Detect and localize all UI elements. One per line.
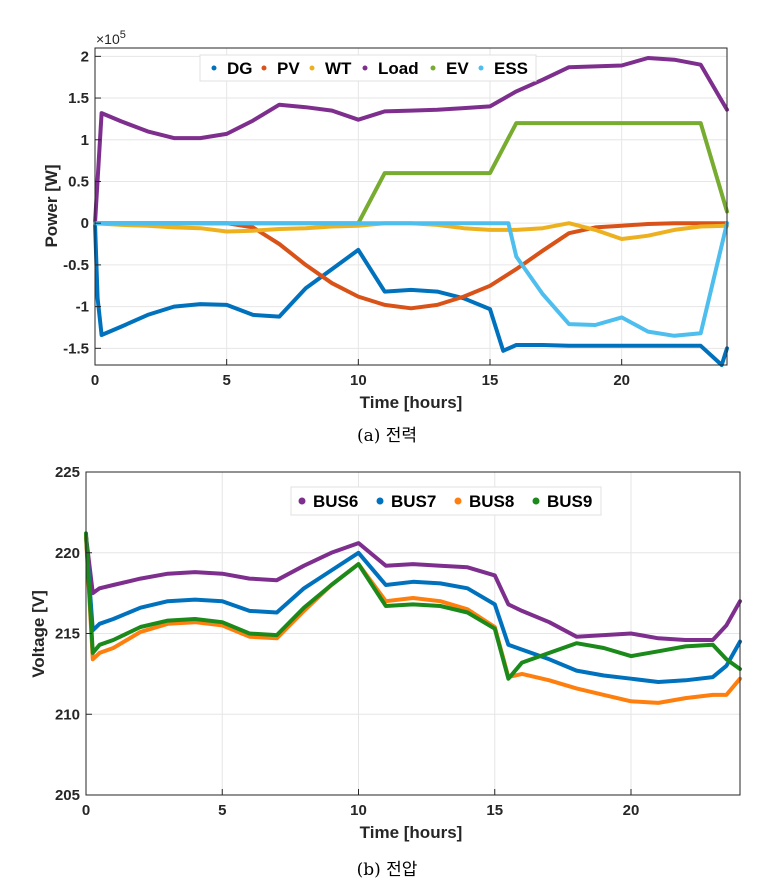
voltage-legend-marker-bus8: [454, 497, 462, 505]
power-series-dg: [93, 221, 729, 367]
power-legend-marker-load: [362, 65, 368, 71]
voltage-legend-label-bus7: BUS7: [391, 492, 436, 511]
power-y-tick-label-3: 0: [81, 215, 89, 232]
voltage-legend-box: [290, 486, 602, 516]
power-legend-marker-ess: [478, 65, 484, 71]
power-tick-labels: 0 5 10 15 20 -1.5 -1 -0.5 0 0.5 1 1.5 2: [63, 48, 630, 389]
voltage-series-bus9: [84, 531, 742, 681]
voltage-legend-marker-bus6: [298, 497, 306, 505]
power-chart: 0 5 10 15 20 -1.5 -1 -0.5 0 0.5 1 1.5 2 ×105 Time [h…: [42, 29, 729, 446]
power-x-tick-label-3: 15: [482, 372, 499, 389]
voltage-legend-marker-bus9: [532, 497, 540, 505]
power-legend-label-ev: EV: [446, 59, 469, 78]
power-legend: DG PV WT Load EV ESS: [199, 54, 537, 82]
voltage-chart: 0 5 10 15 20 205 210 215 220 225 Time [hours] Vol…: [29, 464, 742, 880]
voltage-x-tick-label-4: 20: [623, 802, 640, 819]
power-x-axis-label: Time [hours]: [360, 393, 463, 412]
power-series-pv: [93, 221, 729, 311]
power-plot-frame: [94, 47, 728, 366]
voltage-x-tick-label-2: 10: [350, 802, 367, 819]
voltage-y-tick-label-0: 205: [55, 787, 80, 804]
voltage-legend: BUS6 BUS7 BUS8 BUS9: [290, 486, 602, 516]
power-series-group: [93, 56, 729, 367]
voltage-y-tick-label-3: 220: [55, 545, 80, 562]
voltage-x-tick-label-3: 15: [486, 802, 503, 819]
voltage-tick-labels: 0 5 10 15 20 205 210 215 220 225: [55, 464, 639, 819]
power-y-tick-label-5: 1: [81, 132, 89, 149]
voltage-series-group: [84, 531, 742, 705]
power-y-tick-label-4: 0.5: [68, 173, 89, 190]
voltage-legend-label-bus6: BUS6: [313, 492, 358, 511]
power-legend-marker-dg: [211, 65, 217, 71]
power-exponent-label: ×105: [96, 29, 126, 47]
power-x-tick-label-0: 0: [91, 372, 99, 389]
voltage-x-tick-label-0: 0: [82, 802, 90, 819]
power-y-tick-label-7: 2: [81, 48, 89, 65]
power-y-tick-label-2: -0.5: [63, 257, 89, 274]
power-series-load: [93, 56, 729, 226]
power-y-axis-label: Power [W]: [42, 164, 61, 247]
power-y-tick-label-1: -1: [76, 299, 89, 316]
power-y-tick-label-0: -1.5: [63, 340, 89, 357]
voltage-series-bus8: [84, 534, 742, 705]
voltage-y-axis-label: Voltage [V]: [29, 590, 48, 678]
voltage-x-axis-label: Time [hours]: [360, 823, 463, 842]
voltage-x-tick-label-1: 5: [218, 802, 226, 819]
power-x-tick-label-4: 20: [613, 372, 630, 389]
power-legend-marker-pv: [261, 65, 267, 71]
power-x-tick-label-1: 5: [222, 372, 230, 389]
voltage-caption: (b) 전압: [357, 860, 418, 880]
power-legend-marker-wt: [309, 65, 315, 71]
voltage-legend-label-bus9: BUS9: [547, 492, 592, 511]
power-x-tick-label-2: 10: [350, 372, 367, 389]
power-plot-background: [95, 48, 727, 365]
voltage-series-bus6: [84, 534, 742, 642]
power-legend-label-ess: ESS: [494, 59, 528, 78]
power-series-ev: [93, 121, 729, 226]
power-series-ess: [93, 221, 729, 338]
voltage-y-tick-label-1: 210: [55, 706, 80, 723]
power-legend-label-wt: WT: [325, 59, 352, 78]
voltage-y-tick-label-2: 215: [55, 626, 80, 643]
power-caption: (a) 전력: [357, 426, 417, 446]
voltage-series-bus7: [84, 534, 742, 684]
power-y-tick-label-6: 1.5: [68, 90, 89, 107]
power-legend-label-pv: PV: [277, 59, 300, 78]
voltage-y-tick-label-4: 225: [55, 464, 80, 481]
voltage-legend-label-bus8: BUS8: [469, 492, 514, 511]
voltage-legend-marker-bus7: [376, 497, 384, 505]
power-legend-marker-ev: [430, 65, 436, 71]
power-legend-label-dg: DG: [227, 59, 253, 78]
power-legend-label-load: Load: [378, 59, 419, 78]
